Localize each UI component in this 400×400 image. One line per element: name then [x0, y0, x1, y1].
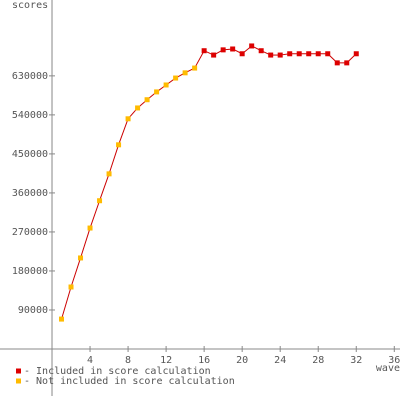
y-tick-label: 90000	[18, 305, 48, 316]
point	[277, 52, 283, 58]
y-tick-label: 270000	[12, 227, 48, 238]
point	[325, 51, 331, 57]
x-tick-label: 24	[274, 355, 286, 366]
point	[106, 171, 112, 177]
point	[163, 82, 169, 88]
point	[315, 51, 321, 57]
point	[211, 52, 217, 58]
point	[334, 60, 340, 66]
point	[116, 142, 122, 148]
point	[296, 51, 302, 57]
x-axis-label: wave	[376, 363, 400, 374]
y-tick-label: 450000	[12, 149, 48, 160]
legend-swatch	[16, 378, 21, 384]
line-segment	[80, 227, 91, 259]
line-segment	[118, 118, 129, 145]
point	[182, 70, 188, 76]
y-tick-label: 630000	[12, 71, 48, 82]
line-segment	[70, 257, 82, 288]
x-tick-label: 16	[198, 355, 210, 366]
point	[268, 52, 274, 58]
line-segment	[89, 200, 101, 229]
point	[353, 51, 359, 57]
point	[239, 51, 245, 57]
x-tick-label: 12	[160, 355, 172, 366]
point	[344, 60, 350, 66]
point	[287, 51, 293, 57]
point	[135, 105, 141, 111]
x-tick-label: 8	[125, 355, 131, 366]
point	[173, 75, 179, 81]
point	[87, 225, 93, 231]
x-tick-label: 20	[236, 355, 248, 366]
y-tick-label: 360000	[12, 188, 48, 199]
x-tick-label: 36	[388, 355, 400, 366]
point	[249, 43, 255, 49]
point	[306, 51, 312, 57]
line-segment	[194, 50, 205, 69]
legend-label: - Included in score calculation	[24, 366, 211, 377]
point	[154, 89, 160, 95]
y-tick-label: 540000	[12, 110, 48, 121]
point	[144, 97, 150, 103]
x-tick-label: 4	[87, 355, 93, 366]
y-tick-label: 180000	[12, 266, 48, 277]
point	[125, 116, 131, 122]
x-tick-label: 28	[312, 355, 324, 366]
line-segment	[108, 144, 120, 175]
point	[97, 198, 103, 204]
line-segment	[99, 173, 110, 201]
legend-swatch	[16, 368, 21, 374]
line-segment	[61, 286, 72, 320]
y-axis-label: scores	[12, 0, 48, 11]
point	[59, 316, 65, 322]
x-tick-label: 32	[350, 355, 362, 366]
point	[68, 284, 74, 290]
point	[201, 48, 207, 54]
point	[78, 255, 84, 261]
legend-label: - Not included in score calculation	[24, 376, 235, 387]
point	[230, 46, 236, 52]
point	[220, 47, 226, 53]
point	[192, 65, 198, 71]
point	[258, 48, 264, 54]
